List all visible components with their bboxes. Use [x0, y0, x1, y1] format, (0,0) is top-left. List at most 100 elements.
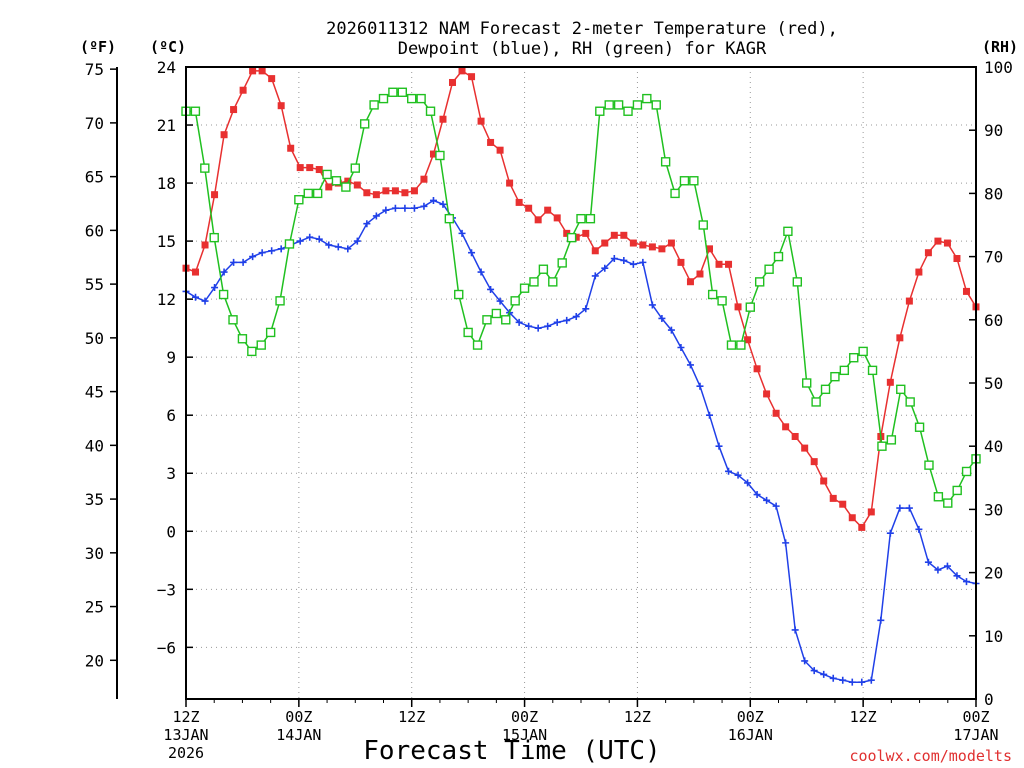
- temperature-point: [287, 144, 295, 152]
- rh-point: [463, 327, 473, 338]
- dewpoint-point: [896, 504, 904, 512]
- rh-point: [820, 384, 831, 395]
- temperature-point: [905, 297, 913, 305]
- rh-point: [952, 485, 962, 496]
- rh-point: [454, 289, 464, 300]
- rh-point: [849, 353, 859, 363]
- rh-point: [886, 435, 897, 445]
- dewpoint-point: [810, 667, 818, 675]
- rh-point: [858, 346, 868, 357]
- rh-point: [736, 340, 746, 350]
- rh-point: [237, 334, 248, 344]
- rh-point: [294, 195, 304, 205]
- rh-point: [792, 277, 803, 287]
- temperature-point: [820, 477, 828, 485]
- rh-point: [519, 283, 530, 293]
- temperature-point: [344, 177, 352, 185]
- dewpoint-point: [553, 318, 561, 326]
- dewpoint-point: [372, 212, 380, 220]
- dewpoint-point: [905, 504, 913, 512]
- temperature-point: [468, 73, 476, 81]
- rh-point: [435, 150, 445, 161]
- rh-point: [312, 188, 323, 199]
- temperature-point: [953, 255, 961, 263]
- dewpoint-point: [230, 258, 238, 266]
- series-temperature: [182, 67, 980, 531]
- time-tick-label: 00Z: [737, 708, 764, 726]
- dewpoint-point: [515, 318, 523, 326]
- rh-point: [961, 466, 972, 477]
- rh-point: [548, 277, 558, 287]
- temperature-point: [686, 278, 694, 286]
- dewpoint-point: [211, 284, 219, 292]
- rh-point: [604, 100, 614, 110]
- temperature-point: [763, 390, 771, 398]
- dewpoint-point: [934, 566, 942, 574]
- fahrenheit-tick-label: 70: [85, 114, 104, 133]
- rh-point: [689, 176, 699, 186]
- dewpoint-point: [620, 256, 628, 264]
- dewpoint-point: [391, 204, 399, 212]
- dewpoint-point: [782, 539, 790, 547]
- rh-point: [783, 226, 793, 237]
- dewpoint-point: [677, 344, 685, 352]
- rh-point: [679, 176, 690, 186]
- temperature-point: [943, 239, 951, 247]
- rh-point: [256, 340, 266, 350]
- dewpoint-point: [563, 316, 571, 324]
- temperature-point: [325, 183, 333, 191]
- rh-tick-label: 90: [984, 121, 1003, 140]
- rh-point: [595, 106, 605, 116]
- rh-point: [200, 163, 210, 173]
- temperature-point: [839, 500, 847, 508]
- temperature-point: [601, 239, 609, 247]
- dewpoint-point: [829, 674, 837, 682]
- fahrenheit-tick-label: 45: [85, 383, 104, 402]
- series-layer: [181, 67, 981, 686]
- dewpoint-point: [458, 229, 466, 237]
- rh-point: [830, 371, 840, 382]
- dewpoint-point: [420, 202, 428, 210]
- temperature-point: [563, 229, 571, 237]
- dewpoint-point: [277, 245, 285, 253]
- fahrenheit-tick-label: 75: [85, 60, 104, 79]
- rh-point: [378, 93, 389, 104]
- temperature-point: [277, 102, 285, 110]
- fahrenheit-tick-label: 50: [85, 329, 104, 348]
- rh-point: [397, 87, 408, 97]
- rh-point: [773, 251, 784, 262]
- rh-point: [905, 397, 915, 407]
- temperature-point: [582, 229, 590, 237]
- temperature-point: [848, 514, 856, 522]
- rh-point: [754, 277, 765, 287]
- rh-point: [613, 100, 624, 110]
- temperature-point: [715, 260, 723, 268]
- series-rh: [181, 87, 981, 508]
- rh-point: [802, 378, 812, 388]
- rh-point: [943, 498, 953, 508]
- dewpoint-point: [839, 676, 847, 684]
- rh-point: [717, 296, 727, 306]
- dewpoint-point: [353, 237, 361, 245]
- time-tick-label: 00Z: [285, 708, 312, 726]
- dewpoint-point: [962, 578, 970, 586]
- temperature-point: [934, 237, 942, 245]
- dewpoint-point: [705, 411, 713, 419]
- rh-tick-label: 40: [984, 437, 1003, 456]
- rh-point: [265, 327, 276, 338]
- time-tick-label: 14JAN: [276, 726, 321, 744]
- temperature-point: [506, 179, 514, 187]
- rh-point: [896, 384, 906, 395]
- rh-point: [407, 93, 417, 104]
- rh-axis-label: (RH): [982, 38, 1018, 56]
- rh-point: [472, 340, 483, 350]
- rh-tick-label: 80: [984, 184, 1003, 203]
- dewpoint-point: [525, 322, 533, 330]
- temperature-point: [639, 241, 647, 249]
- dewpoint-point: [610, 255, 618, 263]
- temperature-point: [962, 287, 970, 295]
- time-tick-label: 12Z: [850, 708, 877, 726]
- dewpoint-point: [877, 616, 885, 624]
- rh-point: [651, 100, 661, 110]
- rh-point: [933, 492, 944, 502]
